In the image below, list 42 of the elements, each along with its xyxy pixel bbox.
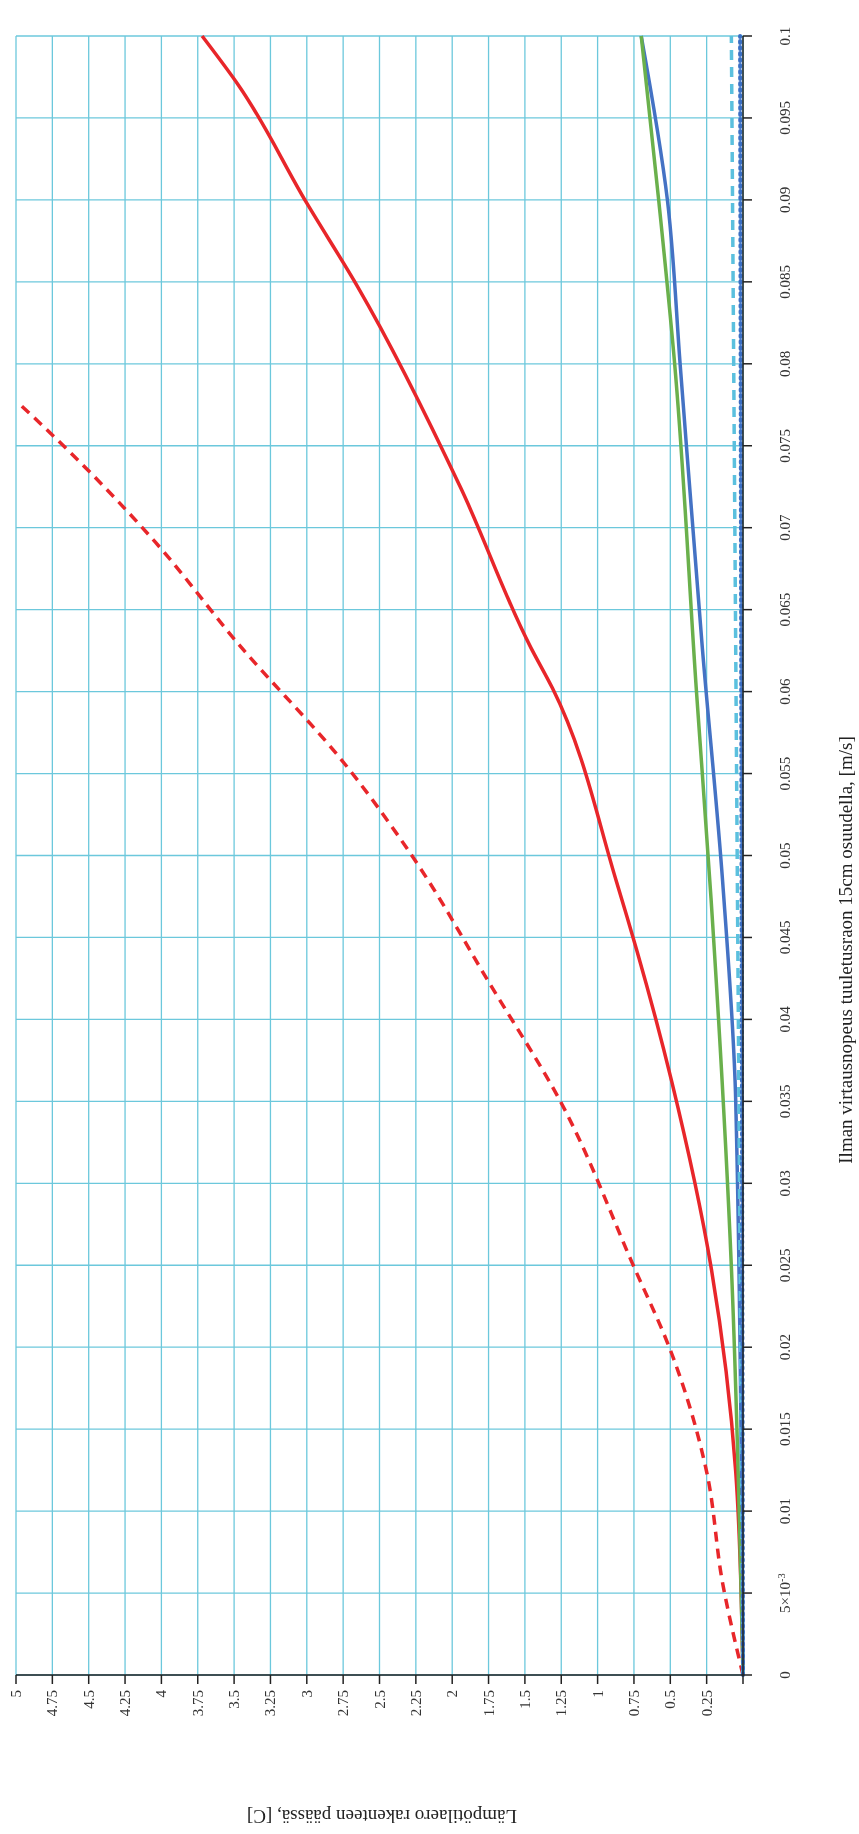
y-tick-label: 0.085 <box>777 264 793 299</box>
y-tick-label: 0.05 <box>777 842 793 869</box>
x-axis-title: Lämpötilaero rakenteen päässä, [C] <box>246 1806 518 1827</box>
x-tick-label: 1.75 <box>480 1690 497 1717</box>
x-tick-label: 2 <box>444 1690 461 1698</box>
x-tick-label: 3.5 <box>226 1690 243 1709</box>
y-tick-label: 0 <box>777 1671 793 1679</box>
x-tick-label: 4.25 <box>117 1690 134 1717</box>
y-tick-label: 0.01 <box>777 1497 793 1525</box>
x-tick-label: 0.75 <box>625 1690 642 1717</box>
x-tick-label: 3.75 <box>189 1690 206 1717</box>
x-tick-label: 4 <box>153 1689 170 1698</box>
x-tick-label: 0.5 <box>662 1690 679 1709</box>
y-tick-label: 0.06 <box>777 677 793 705</box>
y-tick-label: 0.055 <box>777 756 793 791</box>
y-tick-label: 0.04 <box>777 1005 793 1033</box>
y-axis-title: Ilman virtausnopeus tuuletusraon 15cm osuudella, [m/s] <box>835 736 856 1164</box>
x-tick-label: 0.25 <box>698 1690 715 1717</box>
x-tick-label: 1.5 <box>516 1690 533 1709</box>
y-tick-label: 0.015 <box>777 1412 793 1447</box>
y-tick-label: 0.03 <box>777 1170 793 1197</box>
y-tick-label: 0.08 <box>777 350 793 377</box>
y-tick-label: 0.1 <box>777 26 793 46</box>
x-tick-label: 1.25 <box>553 1690 570 1717</box>
x-tick-label: 4.5 <box>80 1690 97 1709</box>
y-tick-label: 0.095 <box>777 101 793 135</box>
x-tick-label: 1 <box>589 1690 606 1698</box>
y-tick-label: 0.02 <box>777 1334 793 1361</box>
x-tick-label: 3.25 <box>262 1690 279 1717</box>
y-tick-label: 0.09 <box>777 186 793 214</box>
x-tick-label: 4.75 <box>44 1690 61 1717</box>
y-tick-label: 0.045 <box>777 920 793 955</box>
y-tick-label: 0.07 <box>777 514 793 541</box>
x-tick-label: 2.75 <box>335 1690 352 1717</box>
x-tick-label: 5 <box>8 1690 24 1698</box>
y-tick-label: 0.025 <box>777 1248 793 1283</box>
x-tick-label: 2.25 <box>407 1690 424 1717</box>
x-tick-label: 2.5 <box>371 1690 388 1709</box>
y-tick-label: 0.035 <box>777 1084 793 1119</box>
y-tick-label: 0.065 <box>777 592 793 627</box>
y-tick-label: 0.075 <box>777 428 793 463</box>
x-tick-label: 3 <box>298 1690 315 1698</box>
